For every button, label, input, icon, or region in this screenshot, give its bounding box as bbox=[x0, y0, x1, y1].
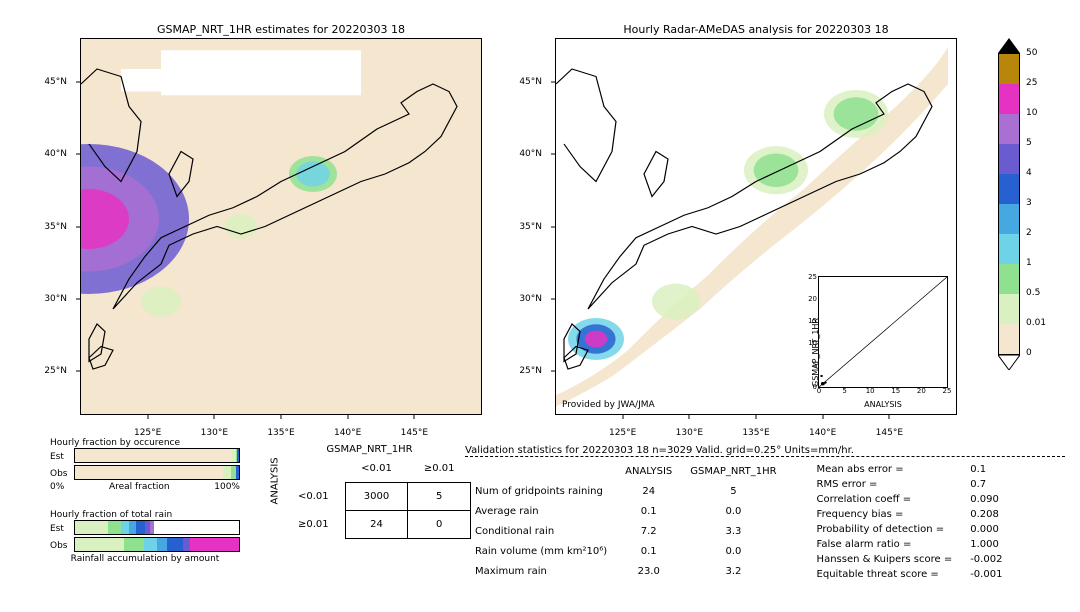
scatter-ytick: 0 bbox=[813, 383, 819, 391]
score-name: Equitable threat score = bbox=[809, 568, 961, 581]
scores-table: Mean abs error =0.1RMS error =0.7Correla… bbox=[807, 461, 1013, 583]
occ-xlabel-right: 100% bbox=[214, 482, 240, 492]
scatter-xtick: 5 bbox=[842, 387, 846, 395]
vt-a: 7.2 bbox=[617, 523, 680, 541]
score-name: Correlation coeff = bbox=[809, 493, 961, 506]
bar-row-label: Est bbox=[50, 524, 74, 534]
colorbar-label: 5 bbox=[1020, 138, 1032, 148]
validation-panel: Validation statistics for 20220303 18 n=… bbox=[465, 445, 1065, 583]
bar-row-label: Est bbox=[50, 452, 74, 462]
occ-xlabel-left: 0% bbox=[50, 482, 64, 492]
vt-name: Average rain bbox=[467, 503, 615, 521]
score-name: Mean abs error = bbox=[809, 463, 961, 476]
colorbar-label: 0.01 bbox=[1020, 318, 1046, 328]
vt-name: Rain volume (mm km²10⁶) bbox=[467, 543, 615, 561]
score-name: Hanssen & Kuipers score = bbox=[809, 553, 961, 566]
score-name: Probability of detection = bbox=[809, 523, 961, 536]
colorbar-label: 0 bbox=[1020, 348, 1032, 358]
vt-name: Maximum rain bbox=[467, 563, 615, 581]
ct-row-0: <0.01 bbox=[282, 483, 345, 511]
bar-row bbox=[74, 537, 240, 552]
ct-col-0: <0.01 bbox=[345, 455, 408, 483]
vt-a: 0.1 bbox=[617, 503, 680, 521]
ct-cell-01: 5 bbox=[408, 483, 471, 511]
vt-g: 5 bbox=[682, 483, 784, 501]
vt-col-a: ANALYSIS bbox=[617, 463, 680, 481]
score-val: 0.7 bbox=[962, 478, 1010, 491]
scatter-inset: ANALYSIS GSMAP_NRT_1HR 00551010151520202… bbox=[818, 276, 948, 388]
map-gsmap-svg bbox=[81, 39, 481, 414]
scatter-xtick: 25 bbox=[943, 387, 952, 395]
occ-xlabel-mid: Areal fraction bbox=[109, 482, 170, 492]
bar-row bbox=[74, 448, 240, 463]
ct-row-header: ANALYSIS bbox=[270, 490, 281, 504]
vt-g: 3.2 bbox=[682, 563, 784, 581]
provided-label: Provided by JWA/JMA bbox=[562, 400, 655, 410]
colorbar-label: 4 bbox=[1020, 168, 1032, 178]
score-name: Frequency bias = bbox=[809, 508, 961, 521]
ct-row-1: ≥0.01 bbox=[282, 511, 345, 539]
colorbar-label: 0.5 bbox=[1020, 288, 1040, 298]
score-val: 0.000 bbox=[962, 523, 1010, 536]
validation-title: Validation statistics for 20220303 18 n=… bbox=[465, 445, 1065, 457]
map-radar: Hourly Radar-AMeDAS analysis for 2022030… bbox=[555, 38, 957, 415]
vt-a: 23.0 bbox=[617, 563, 680, 581]
bar-row-label: Obs bbox=[50, 469, 74, 479]
score-val: -0.001 bbox=[962, 568, 1010, 581]
contingency-table: <0.01 ≥0.01 <0.01 3000 5 ≥0.01 24 0 bbox=[282, 455, 471, 539]
score-name: RMS error = bbox=[809, 478, 961, 491]
contingency-panel: GSMAP_NRT_1HR ANALYSIS <0.01 ≥0.01 <0.01… bbox=[268, 444, 471, 539]
occurrence-title: Hourly fraction by occurence bbox=[50, 438, 240, 448]
score-val: 1.000 bbox=[962, 538, 1010, 551]
ct-cell-10: 24 bbox=[345, 511, 408, 539]
vt-g: 0.0 bbox=[682, 503, 784, 521]
score-val: 0.1 bbox=[962, 463, 1010, 476]
colorbar-label: 1 bbox=[1020, 258, 1032, 268]
scatter-ytick: 15 bbox=[808, 317, 819, 325]
colorbar-label: 10 bbox=[1020, 108, 1037, 118]
occurrence-panel: Hourly fraction by occurence Est Obs 0% A… bbox=[50, 438, 240, 492]
scatter-ytick: 20 bbox=[808, 295, 819, 303]
scatter-xlabel: ANALYSIS bbox=[819, 400, 947, 409]
scatter-ytick: 10 bbox=[808, 339, 819, 347]
scatter-xtick: 20 bbox=[917, 387, 926, 395]
bar-row bbox=[74, 465, 240, 480]
accumulation-panel: Hourly fraction of total rain Est Obs Rai… bbox=[50, 510, 240, 564]
map-gsmap: GSMAP_NRT_1HR estimates for 20220303 18 … bbox=[80, 38, 482, 415]
colorbar-label: 25 bbox=[1020, 78, 1037, 88]
vt-a: 0.1 bbox=[617, 543, 680, 561]
vt-name: Conditional rain bbox=[467, 523, 615, 541]
colorbar: 502510543210.50.010 bbox=[998, 38, 1020, 383]
vt-col-g: GSMAP_NRT_1HR bbox=[682, 463, 784, 481]
ct-cell-11: 0 bbox=[408, 511, 471, 539]
map-gsmap-title: GSMAP_NRT_1HR estimates for 20220303 18 bbox=[81, 23, 481, 36]
accumulation-caption: Rainfall accumulation by amount bbox=[50, 554, 240, 564]
scatter-ytick: 5 bbox=[813, 361, 819, 369]
score-val: 0.208 bbox=[962, 508, 1010, 521]
bar-row bbox=[74, 520, 240, 535]
score-val: -0.002 bbox=[962, 553, 1010, 566]
accumulation-title: Hourly fraction of total rain bbox=[50, 510, 240, 520]
score-val: 0.090 bbox=[962, 493, 1010, 506]
vt-g: 3.3 bbox=[682, 523, 784, 541]
vt-a: 24 bbox=[617, 483, 680, 501]
scatter-xtick: 10 bbox=[866, 387, 875, 395]
vt-name: Num of gridpoints raining bbox=[467, 483, 615, 501]
scatter-ytick: 25 bbox=[808, 273, 819, 281]
score-name: False alarm ratio = bbox=[809, 538, 961, 551]
validation-table: ANALYSIS GSMAP_NRT_1HR Num of gridpoints… bbox=[465, 461, 787, 583]
vt-g: 0.0 bbox=[682, 543, 784, 561]
ct-col-1: ≥0.01 bbox=[408, 455, 471, 483]
colorbar-label: 50 bbox=[1020, 48, 1037, 58]
ct-cell-00: 3000 bbox=[345, 483, 408, 511]
colorbar-label: 3 bbox=[1020, 198, 1032, 208]
ct-col-header: GSMAP_NRT_1HR bbox=[268, 444, 471, 455]
scatter-xtick: 15 bbox=[891, 387, 900, 395]
colorbar-label: 2 bbox=[1020, 228, 1032, 238]
bar-row-label: Obs bbox=[50, 541, 74, 551]
scatter-ylabel: GSMAP_NRT_1HR bbox=[811, 318, 820, 387]
map-radar-title: Hourly Radar-AMeDAS analysis for 2022030… bbox=[556, 23, 956, 36]
